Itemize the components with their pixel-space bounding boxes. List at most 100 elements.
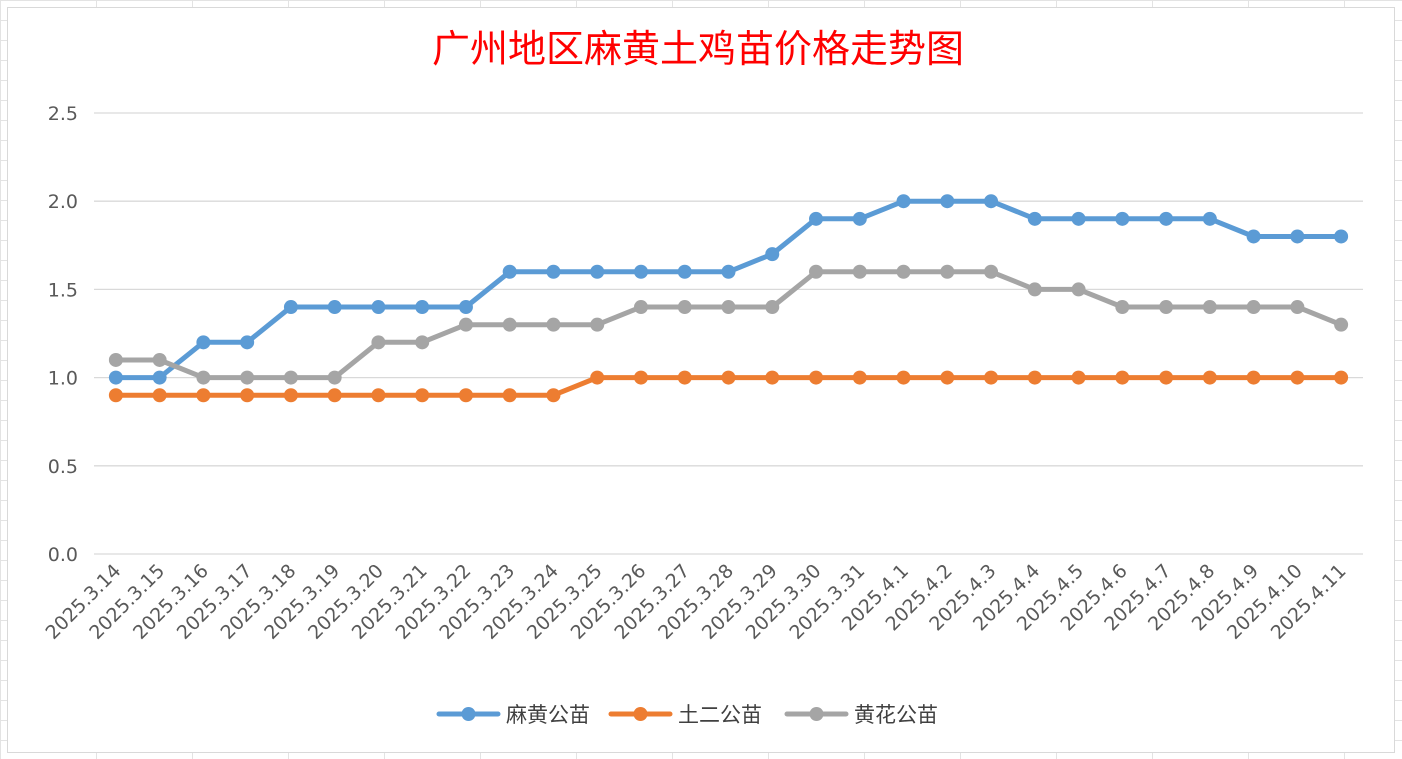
data-point [633, 264, 648, 279]
data-point [415, 335, 430, 350]
series-line-2 [113, 269, 1344, 381]
data-point [415, 300, 430, 315]
data-point [1202, 370, 1217, 385]
data-point [152, 370, 167, 385]
data-point [721, 300, 736, 315]
data-point [809, 264, 824, 279]
data-point [1202, 211, 1217, 226]
data-point [1290, 229, 1305, 244]
data-point [896, 264, 911, 279]
data-point [371, 300, 386, 315]
data-point [590, 370, 605, 385]
data-point [546, 388, 561, 403]
data-point [1290, 300, 1305, 315]
data-point [1334, 317, 1349, 332]
y-tick-label: 1.0 [48, 368, 78, 390]
data-point [896, 370, 911, 385]
gridlines [94, 112, 1363, 555]
data-point [1027, 211, 1042, 226]
data-point [1115, 300, 1130, 315]
data-point [502, 388, 517, 403]
data-point [371, 335, 386, 350]
data-point [502, 317, 517, 332]
data-point [852, 211, 867, 226]
legend-swatch-marker [461, 707, 476, 721]
data-point [108, 370, 123, 385]
y-tick-label: 1.5 [48, 279, 78, 301]
data-point [502, 264, 517, 279]
data-point [458, 300, 473, 315]
data-point [677, 300, 692, 315]
data-point [283, 388, 298, 403]
data-point [1334, 370, 1349, 385]
data-point [590, 317, 605, 332]
data-point [1027, 370, 1042, 385]
data-point [1071, 370, 1086, 385]
data-point [108, 388, 123, 403]
series-points [108, 194, 1349, 403]
data-point [721, 370, 736, 385]
data-point [677, 370, 692, 385]
data-point [152, 352, 167, 367]
data-point [1246, 300, 1261, 315]
data-point [1246, 370, 1261, 385]
data-point [1115, 370, 1130, 385]
data-point [327, 370, 342, 385]
data-point [1202, 300, 1217, 315]
chart-title: 广州地区麻黄土鸡苗价格走势图 [432, 27, 964, 71]
data-point [1115, 211, 1130, 226]
data-point [108, 352, 123, 367]
legend-label: 土二公苗 [678, 703, 762, 727]
data-point [677, 264, 692, 279]
data-point [765, 247, 780, 262]
data-point [1027, 282, 1042, 297]
data-point [1159, 300, 1174, 315]
data-point [458, 388, 473, 403]
data-point [196, 388, 211, 403]
y-tick-label: 2.0 [48, 191, 78, 213]
data-point [896, 194, 911, 209]
data-point [852, 264, 867, 279]
data-point [590, 264, 605, 279]
legend-label: 麻黄公苗 [506, 703, 590, 727]
data-point [415, 388, 430, 403]
data-point [283, 370, 298, 385]
data-point [152, 388, 167, 403]
data-point [1334, 229, 1349, 244]
data-point [546, 317, 561, 332]
data-point [1159, 370, 1174, 385]
legend-swatch-marker [633, 707, 648, 721]
data-point [633, 300, 648, 315]
data-point [371, 388, 386, 403]
data-point [765, 300, 780, 315]
data-point [852, 370, 867, 385]
data-point [240, 388, 255, 403]
data-point [984, 370, 999, 385]
data-point [240, 335, 255, 350]
data-point [984, 264, 999, 279]
legend: 麻黄公苗 土二公苗 黄花公苗 [436, 703, 938, 727]
data-point [940, 370, 955, 385]
data-point [327, 300, 342, 315]
data-point [1071, 211, 1086, 226]
data-point [984, 194, 999, 209]
data-point [1246, 229, 1261, 244]
y-tick-label: 0.5 [48, 456, 78, 478]
data-point [458, 317, 473, 332]
data-point [940, 264, 955, 279]
data-point [546, 264, 561, 279]
data-point [809, 370, 824, 385]
y-axis-tick-labels: 0.0 0.5 1.0 1.5 2.0 2.5 [48, 103, 78, 566]
legend-label: 黄花公苗 [854, 703, 938, 727]
data-point [196, 370, 211, 385]
series-lines [113, 198, 1344, 398]
legend-swatch-marker [809, 707, 824, 721]
y-tick-label: 0.0 [48, 544, 78, 566]
data-point [1159, 211, 1174, 226]
data-point [1071, 282, 1086, 297]
data-point [283, 300, 298, 315]
y-tick-label: 2.5 [48, 103, 78, 125]
data-point [327, 388, 342, 403]
data-point [196, 335, 211, 350]
